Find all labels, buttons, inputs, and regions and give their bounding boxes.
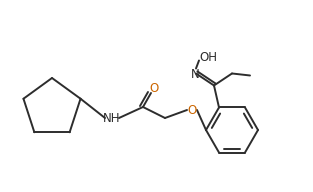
Text: O: O (187, 103, 197, 117)
Text: O: O (149, 81, 159, 94)
Text: OH: OH (199, 51, 217, 64)
Text: N: N (191, 68, 199, 81)
Text: NH: NH (103, 112, 121, 124)
